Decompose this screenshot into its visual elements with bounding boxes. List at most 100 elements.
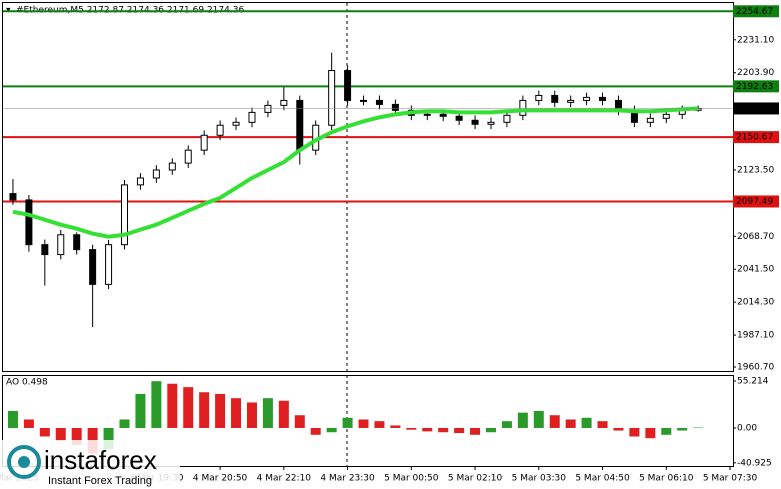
- ao-bar: [549, 415, 560, 428]
- ao-bar: [135, 393, 146, 428]
- candle-body: [583, 96, 591, 101]
- y-tick-label: 2068.70: [737, 232, 774, 242]
- last-price-bg: [733, 102, 779, 115]
- ao-bar: [246, 402, 257, 428]
- candle-body: [662, 113, 670, 119]
- ao-bar: [374, 421, 385, 428]
- candle-body: [455, 115, 463, 121]
- x-tick-label: 4 Mar 20:50: [193, 474, 248, 484]
- x-tick-label: 4 Mar 22:10: [257, 474, 312, 484]
- level-label: 2097.49: [736, 197, 773, 207]
- candle-body: [57, 234, 65, 256]
- candle-body: [567, 99, 575, 103]
- ao-bar: [565, 419, 576, 428]
- ao-bar: [485, 427, 496, 433]
- level-label: 2192.63: [736, 82, 773, 92]
- candle-body: [73, 234, 81, 251]
- ao-bar: [501, 421, 512, 428]
- candle-body: [105, 244, 113, 285]
- y-tick-label: 2231.10: [737, 35, 774, 45]
- candle-body: [375, 99, 383, 105]
- candle-body: [439, 113, 447, 117]
- ao-bar: [231, 398, 242, 428]
- ao-bar: [645, 427, 656, 439]
- ao-bar: [310, 427, 321, 435]
- last-price-label: 2174.36: [736, 104, 773, 114]
- ao-bar: [294, 415, 305, 428]
- ao-bar: [390, 425, 401, 428]
- y-tick-label: 2041.50: [737, 265, 774, 275]
- candle-body: [121, 184, 129, 246]
- candle-body: [184, 149, 192, 164]
- candle-body: [423, 113, 431, 116]
- x-tick-label: 5 Mar 04:50: [575, 474, 630, 484]
- candle-body: [296, 99, 304, 151]
- candle-body: [232, 121, 240, 126]
- watermark-tagline: Instant Forex Trading: [48, 475, 152, 487]
- level-label-bg: [733, 5, 779, 18]
- ao-bar: [215, 393, 226, 428]
- price-frame: [2, 2, 734, 372]
- x-tick-label: 5 Mar 07:30: [703, 474, 758, 484]
- candle-body: [599, 96, 607, 101]
- ao-bar: [677, 427, 688, 431]
- ao-bar: [533, 410, 544, 428]
- x-tick-label: 5 Mar 02:10: [448, 474, 503, 484]
- ao-bar: [613, 427, 624, 431]
- ao-bar: [103, 427, 114, 450]
- ao-bar: [581, 417, 592, 428]
- ao-bar: [597, 421, 608, 428]
- ao-bar: [39, 427, 50, 437]
- candle-body: [152, 169, 160, 179]
- ao-bar: [199, 392, 210, 428]
- candle-body: [89, 249, 97, 285]
- candle-body: [264, 104, 272, 113]
- candle-body: [41, 244, 49, 256]
- x-tick-label: 5 Mar 00:50: [384, 474, 439, 484]
- ao-bar: [406, 427, 417, 430]
- candle-body: [391, 103, 399, 111]
- candle-body: [248, 111, 256, 123]
- ao-bar: [358, 419, 369, 428]
- y-tick-label: 55.214: [737, 377, 769, 387]
- candle-body: [25, 199, 33, 246]
- candle-body: [328, 70, 336, 126]
- moving-average: [12, 106, 699, 239]
- level-label-bg: [733, 80, 779, 93]
- candle-body: [551, 94, 559, 103]
- ao-bar: [470, 427, 481, 435]
- ao-bar: [278, 400, 289, 428]
- y-tick-label: -40.925: [737, 458, 772, 468]
- candle-body: [646, 117, 654, 123]
- candle-body: [168, 162, 176, 171]
- ao-bar: [119, 419, 130, 428]
- ao-bar: [167, 383, 178, 428]
- ao-bar: [661, 427, 672, 435]
- x-tick-label: 4 Mar 23:30: [320, 474, 375, 484]
- ao-bar: [438, 427, 449, 433]
- x-tick-label: 5 Mar 06:10: [639, 474, 694, 484]
- level-label: 2150.67: [736, 133, 773, 143]
- candle-body: [360, 99, 368, 102]
- ao-bar: [151, 381, 162, 428]
- level-label: 2254.67: [736, 7, 773, 17]
- ao-frame: [2, 375, 734, 467]
- ao-bar: [693, 427, 704, 429]
- y-tick-label: 2123.50: [737, 165, 774, 175]
- candle-body: [519, 99, 527, 116]
- ao-bar: [629, 427, 640, 437]
- watermark-brand: instaforex: [44, 445, 157, 475]
- candle-body: [216, 124, 224, 136]
- ao-bar: [55, 427, 66, 441]
- ao-bar: [71, 427, 82, 445]
- candle-body: [280, 99, 288, 106]
- marks: 2231.10 2203.90 2123.50 2068.70 2041.50 2014.…: [0, 5, 779, 484]
- candle-body: [487, 121, 495, 125]
- candle-body: [471, 119, 479, 125]
- ao-bar: [262, 398, 273, 428]
- candle-body: [535, 94, 543, 101]
- level-label-bg: [733, 131, 779, 144]
- x-tick-label: 5 Mar 03:30: [512, 474, 567, 484]
- ao-bar: [422, 427, 433, 432]
